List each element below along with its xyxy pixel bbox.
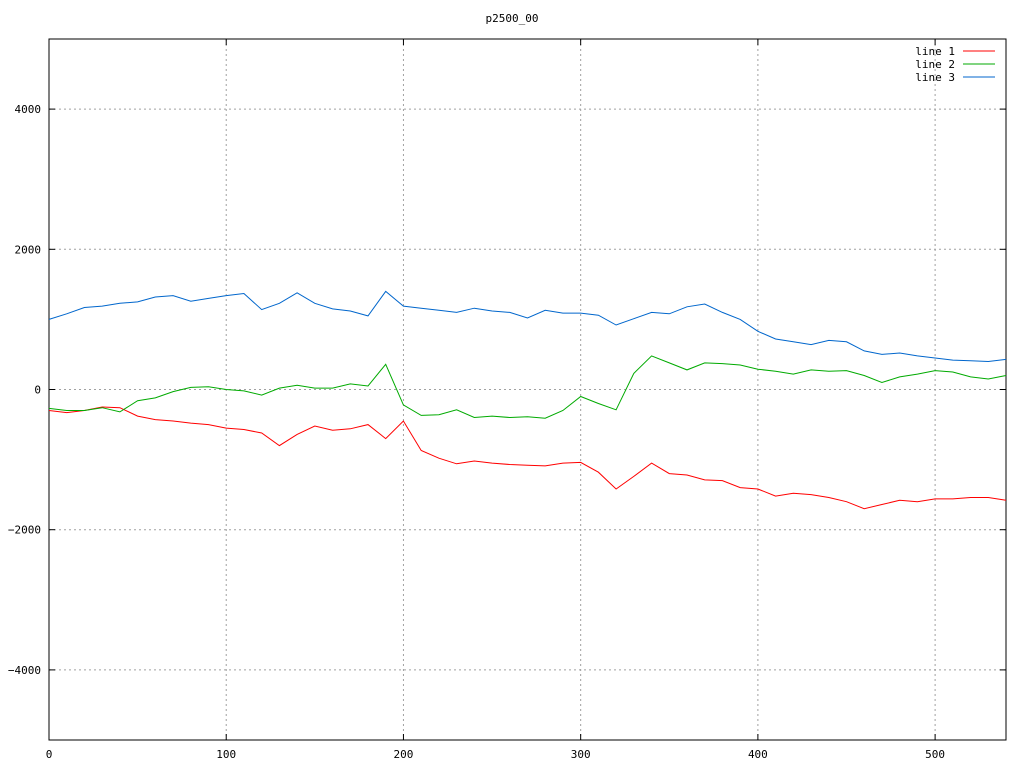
plot-frame <box>48 38 1007 741</box>
y-tick-label: −2000 <box>8 524 41 537</box>
grid-lines <box>49 39 1006 740</box>
series-line-3 <box>48 290 1007 363</box>
chart-title: p2500_00 <box>486 12 539 25</box>
x-tick-label: 200 <box>394 748 414 761</box>
y-tick-label: −4000 <box>8 664 41 677</box>
y-tick-label: 0 <box>34 384 41 397</box>
legend-label: line 1 <box>915 45 955 58</box>
y-tick-label: 4000 <box>15 103 42 116</box>
x-tick-label: 100 <box>216 748 236 761</box>
series-lines <box>48 290 1007 510</box>
x-tick-label: 300 <box>571 748 591 761</box>
series-line-2 <box>48 355 1007 419</box>
legend-label: line 2 <box>915 58 955 71</box>
series-line-1 <box>48 406 1007 510</box>
y-tick-label: 2000 <box>15 243 42 256</box>
x-tick-label: 500 <box>925 748 945 761</box>
legend-label: line 3 <box>915 71 955 84</box>
x-tick-label: 400 <box>748 748 768 761</box>
x-tick-label: 0 <box>46 748 53 761</box>
axis-ticks: 0 100 200 300 400 500 −4000 −2000 0 2000 4000 <box>8 39 1006 761</box>
